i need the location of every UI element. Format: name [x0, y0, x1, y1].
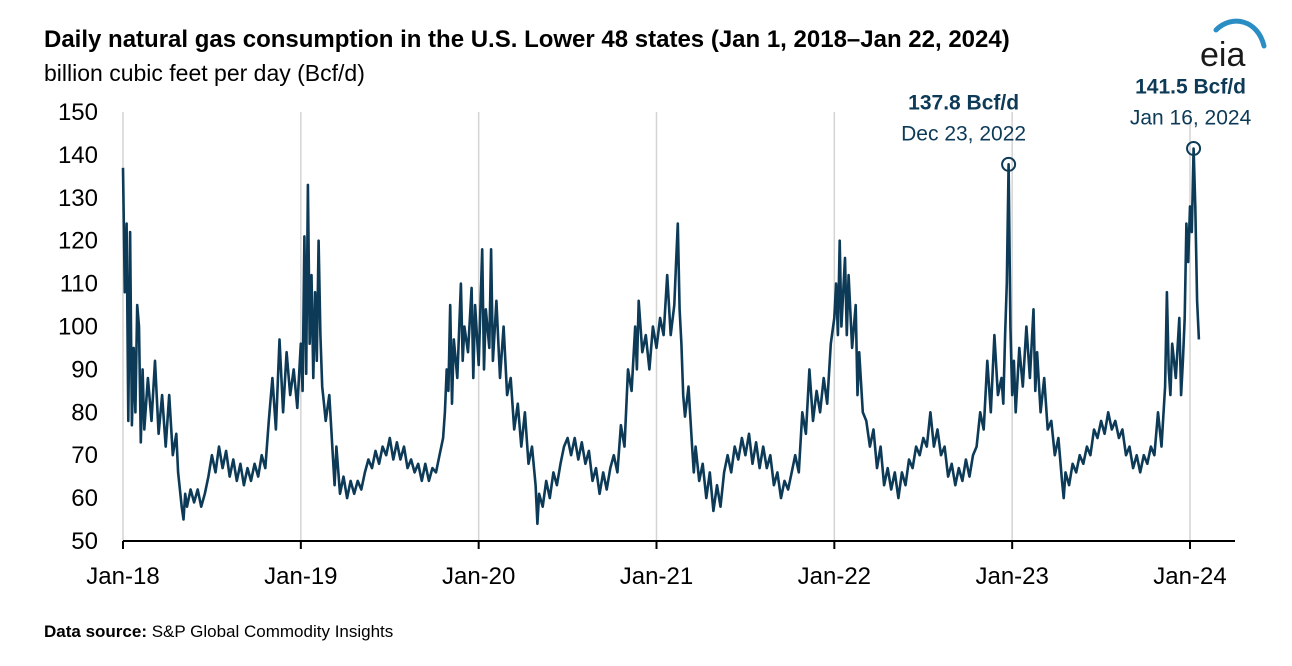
y-tick-label-150: 150	[58, 99, 98, 126]
chart-subtitle: billion cubic feet per day (Bcf/d)	[44, 60, 365, 86]
eia-logo-arc	[1213, 18, 1267, 49]
y-tick-label-110: 110	[60, 271, 98, 298]
x-tick-label-jan-19: Jan-19	[264, 563, 337, 590]
series-line-daily-consumption	[121, 147, 1201, 526]
x-tick-label-jan-18: Jan-18	[86, 563, 159, 590]
x-tick-label-jan-20: Jan-20	[442, 563, 515, 590]
peak-date-label-2: Jan 16, 2024	[1130, 106, 1252, 129]
y-tick-label-130: 130	[58, 185, 98, 212]
peak-date-label-1: Dec 23, 2022	[901, 122, 1026, 145]
peak-marker-2	[1186, 140, 1202, 156]
data-source: Data source: S&P Global Commodity Insigh…	[44, 622, 393, 642]
y-tick-label-70: 70	[71, 442, 98, 469]
gridlines	[122, 112, 1191, 541]
peak-value-label-2: 141.5 Bcf/d	[1135, 75, 1246, 98]
y-tick-label-140: 140	[58, 142, 98, 169]
y-tick-label-120: 120	[58, 228, 98, 255]
eia-logo-text: eia	[1200, 36, 1245, 74]
chart-title: Daily natural gas consumption in the U.S…	[44, 26, 1010, 53]
x-tick-label-jan-23: Jan-23	[975, 563, 1048, 590]
eia-logo: eia	[1200, 18, 1267, 74]
y-tick-label-50: 50	[71, 528, 98, 555]
peak-marker-1	[1001, 156, 1017, 172]
data-source-label: Data source:	[44, 622, 147, 641]
y-axis-ticks: 50 60 70 80 90 100 110 120 130 140 150	[58, 99, 98, 555]
peak-value-label-1: 137.8 Bcf/d	[908, 91, 1019, 114]
x-tick-label-jan-24: Jan-24	[1153, 563, 1226, 590]
y-tick-label-60: 60	[71, 485, 98, 512]
x-tick-label-jan-22: Jan-22	[798, 563, 871, 590]
y-tick-label-90: 90	[71, 356, 98, 383]
peak-annotations: 137.8 Bcf/d Dec 23, 2022 141.5 Bcf/d Jan 16…	[901, 75, 1252, 172]
y-tick-label-80: 80	[71, 399, 98, 426]
data-source-value: S&P Global Commodity Insights	[146, 622, 394, 641]
x-axis-ticks: Jan-18 Jan-19 Jan-20 Jan-21 Jan-22 Jan-23 Jan-…	[86, 541, 1227, 590]
x-tick-label-jan-21: Jan-21	[620, 563, 693, 590]
y-tick-label-100: 100	[58, 314, 98, 341]
